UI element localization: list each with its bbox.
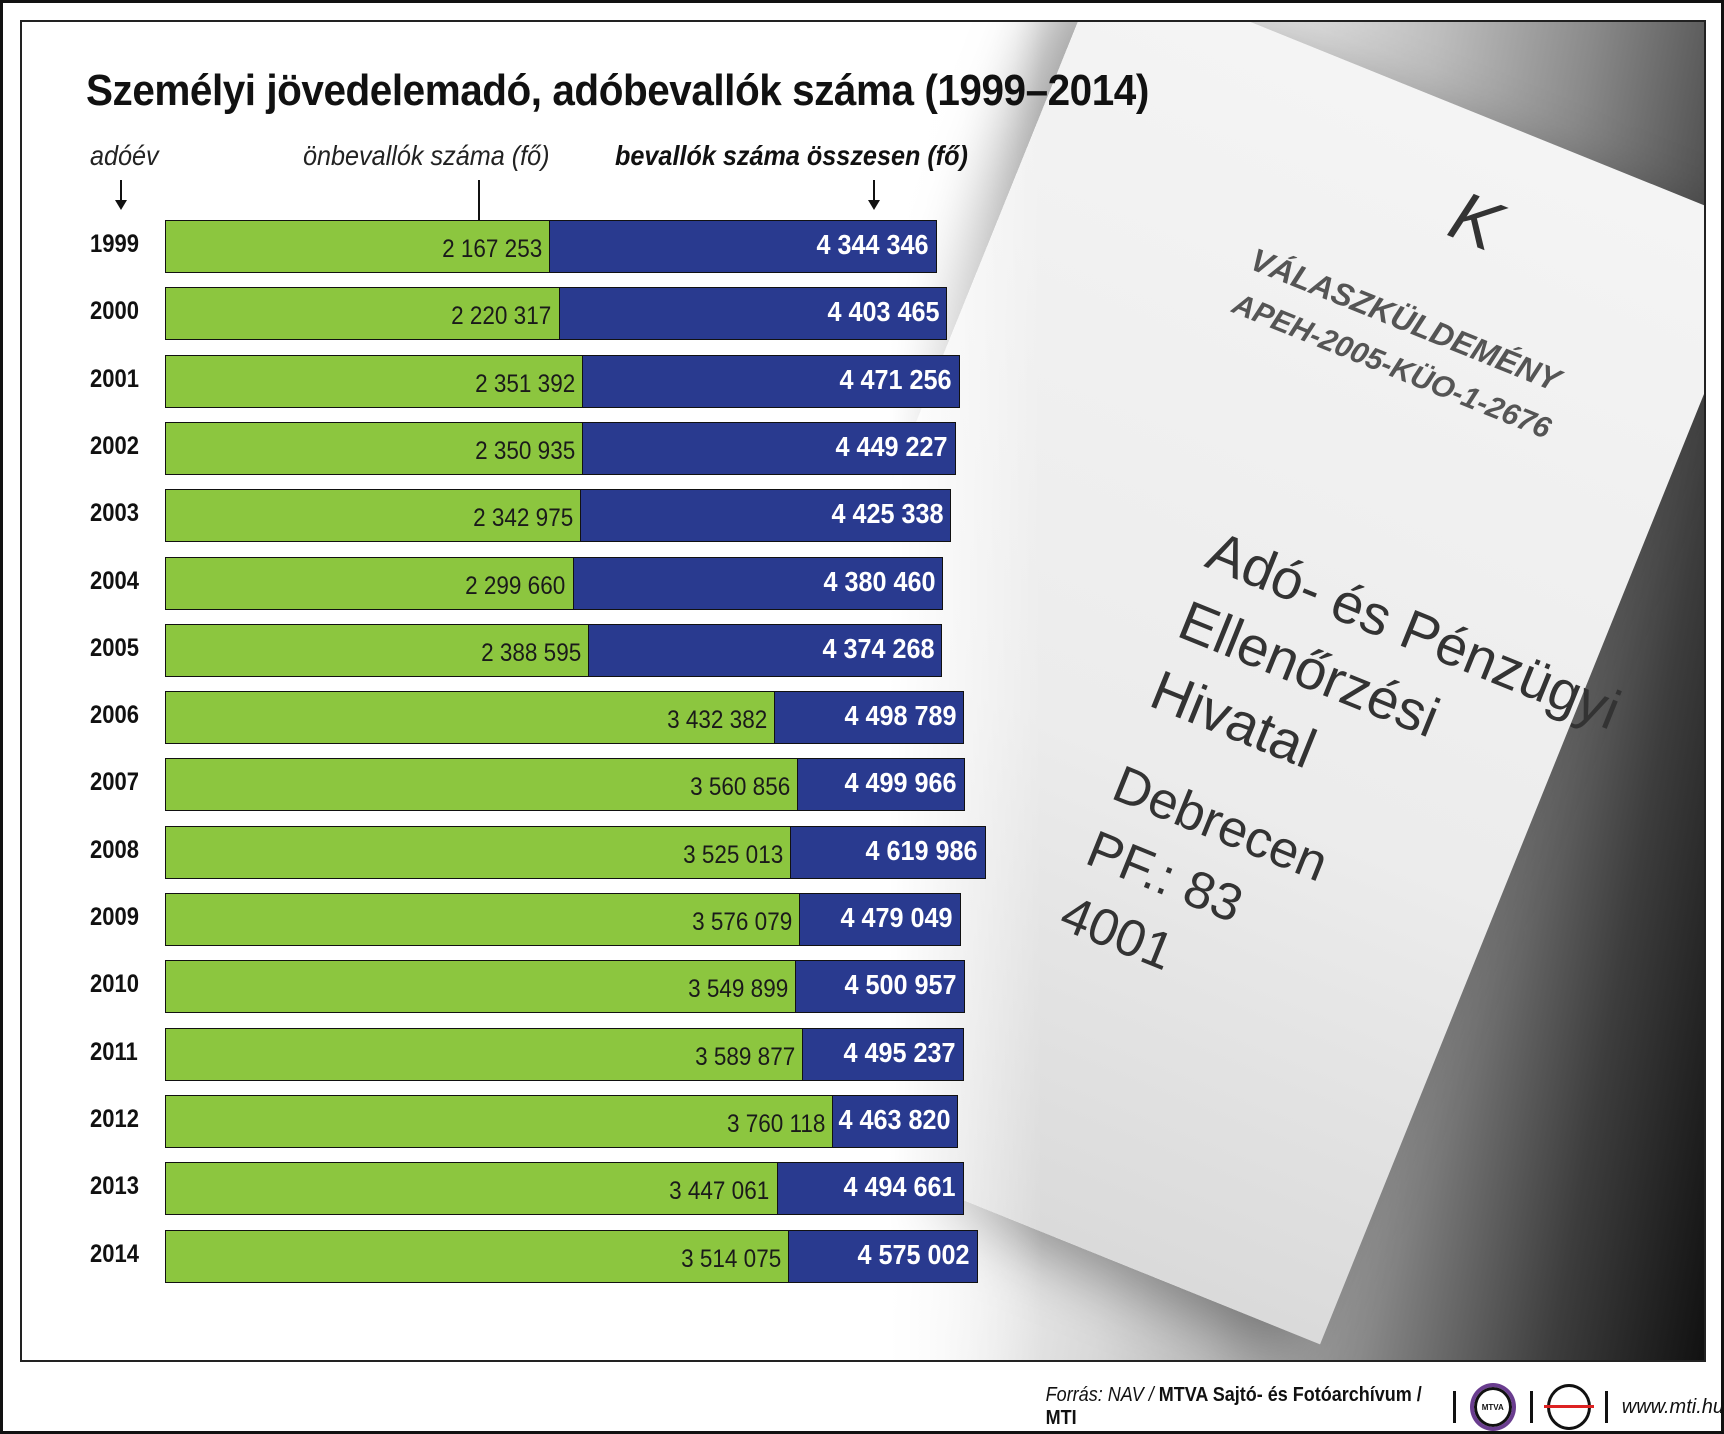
total-filers-label: 4 403 465 (827, 296, 940, 328)
separator (1604, 1391, 1608, 1423)
mtva-logo: MTVA (1469, 1383, 1516, 1431)
series-2-header: bevallók száma összesen (fő) (615, 140, 968, 171)
year-label: 2006 (90, 701, 139, 730)
source-bold: MTVA Sajtó- és Fotóarchívum / MTI (1045, 1384, 1422, 1429)
total-filers-label: 4 498 789 (844, 700, 957, 732)
total-filers-label: 4 500 957 (844, 969, 957, 1001)
bar-self-filers (165, 825, 792, 879)
year-label: 2011 (90, 1037, 138, 1066)
year-label: 1999 (90, 230, 139, 258)
year-label: 2002 (90, 431, 139, 460)
bar-total-filers (788, 1229, 978, 1283)
year-label: 2014 (90, 1239, 139, 1268)
bar-total-filers (581, 421, 956, 475)
footer: Forrás: NAV / MTVA Sajtó- és Fotóarchívu… (1002, 1383, 1724, 1431)
bar-total-filers (773, 691, 965, 745)
year-label: 2000 (90, 297, 139, 326)
bar-self-filers (165, 489, 582, 543)
bar-total-filers (776, 1162, 964, 1216)
bar-total-filers (832, 1094, 959, 1148)
self-filers-label: 2 167 253 (442, 235, 543, 263)
bar-total-filers (790, 825, 986, 879)
year-label: 2013 (90, 1172, 139, 1201)
total-filers-label: 4 575 002 (857, 1238, 970, 1270)
self-filers-label: 3 432 382 (666, 706, 767, 735)
self-filers-label: 2 351 392 (474, 369, 575, 398)
bar-self-filers (165, 1027, 803, 1081)
bar-self-filers (165, 1162, 778, 1216)
mtva-logo-text: MTVA (1481, 1402, 1504, 1412)
total-filers-label: 4 479 049 (840, 902, 953, 933)
year-label: 2009 (90, 903, 139, 931)
total-filers-label: 4 344 346 (816, 229, 929, 260)
total-filers-label: 4 495 237 (843, 1036, 956, 1068)
total-filers-label: 4 463 820 (838, 1103, 951, 1135)
bar-total-filers (799, 893, 961, 946)
total-filers-label: 4 374 268 (822, 632, 935, 664)
self-filers-label: 3 589 877 (694, 1042, 795, 1071)
bar-self-filers (165, 556, 574, 610)
bar-self-filers (165, 354, 583, 408)
self-filers-label: 3 576 079 (692, 908, 793, 936)
bar-self-filers (165, 1229, 790, 1283)
bar-self-filers (165, 287, 560, 341)
source-prefix: Forrás: NAV / (1045, 1384, 1159, 1406)
bar-self-filers (165, 960, 796, 1014)
source-text: Forrás: NAV / MTVA Sajtó- és Fotóarchívu… (1046, 1384, 1439, 1430)
self-filers-label: 3 447 061 (669, 1177, 770, 1206)
bar-total-filers (558, 287, 948, 341)
self-filers-label: 3 514 075 (681, 1244, 782, 1273)
self-filers-label: 2 388 595 (481, 638, 582, 667)
website-link[interactable]: www.mti.hu (1621, 1395, 1724, 1418)
total-filers-label: 4 499 966 (844, 767, 957, 799)
bar-self-filers (165, 220, 551, 273)
bar-total-filers (549, 220, 937, 273)
bar-self-filers (165, 758, 798, 812)
self-filers-label: 2 350 935 (474, 436, 575, 465)
year-label: 2001 (90, 364, 139, 393)
year-label: 2007 (90, 768, 139, 797)
self-filers-label: 3 549 899 (687, 975, 788, 1004)
self-filers-label: 3 560 856 (689, 773, 790, 802)
bar-self-filers (165, 421, 583, 475)
mti-logo-icon (1543, 1384, 1594, 1430)
bar-self-filers (165, 623, 590, 677)
bar-total-filers (572, 556, 944, 610)
bar-self-filers (165, 893, 801, 946)
bar-self-filers (165, 691, 775, 745)
year-label: 2004 (90, 566, 139, 595)
year-label: 2008 (90, 835, 139, 864)
self-filers-label: 2 220 317 (451, 302, 552, 331)
separator (1529, 1391, 1533, 1423)
self-filers-label: 2 299 660 (465, 571, 566, 600)
year-label: 2010 (90, 970, 139, 999)
total-filers-label: 4 380 460 (823, 565, 936, 597)
total-filers-label: 4 471 256 (839, 363, 952, 395)
year-label: 2003 (90, 499, 139, 528)
series-1-header: önbevallók száma (fő) (303, 140, 550, 171)
self-filers-label: 3 525 013 (683, 840, 784, 869)
total-filers-label: 4 449 227 (835, 430, 948, 462)
self-filers-label: 3 760 118 (726, 1109, 826, 1138)
total-filers-label: 4 425 338 (831, 498, 944, 530)
total-filers-label: 4 494 661 (843, 1171, 956, 1203)
series-2-arrow-icon (868, 180, 880, 210)
category-arrow-icon (115, 180, 127, 210)
bar-total-filers (794, 960, 965, 1014)
bar-total-filers (581, 354, 960, 408)
year-label: 2012 (90, 1104, 139, 1133)
bar-total-filers (580, 489, 952, 543)
bar-total-filers (588, 623, 943, 677)
category-header: adóév (90, 140, 159, 171)
bar-total-filers (796, 758, 965, 812)
year-label: 2005 (90, 633, 139, 662)
separator (1452, 1391, 1456, 1423)
chart-title: Személyi jövedelemadó, adóbevallók száma… (86, 66, 1149, 115)
total-filers-label: 4 619 986 (865, 834, 978, 866)
bar-total-filers (801, 1027, 964, 1081)
bar-self-filers (165, 1094, 834, 1148)
self-filers-label: 2 342 975 (473, 504, 574, 533)
